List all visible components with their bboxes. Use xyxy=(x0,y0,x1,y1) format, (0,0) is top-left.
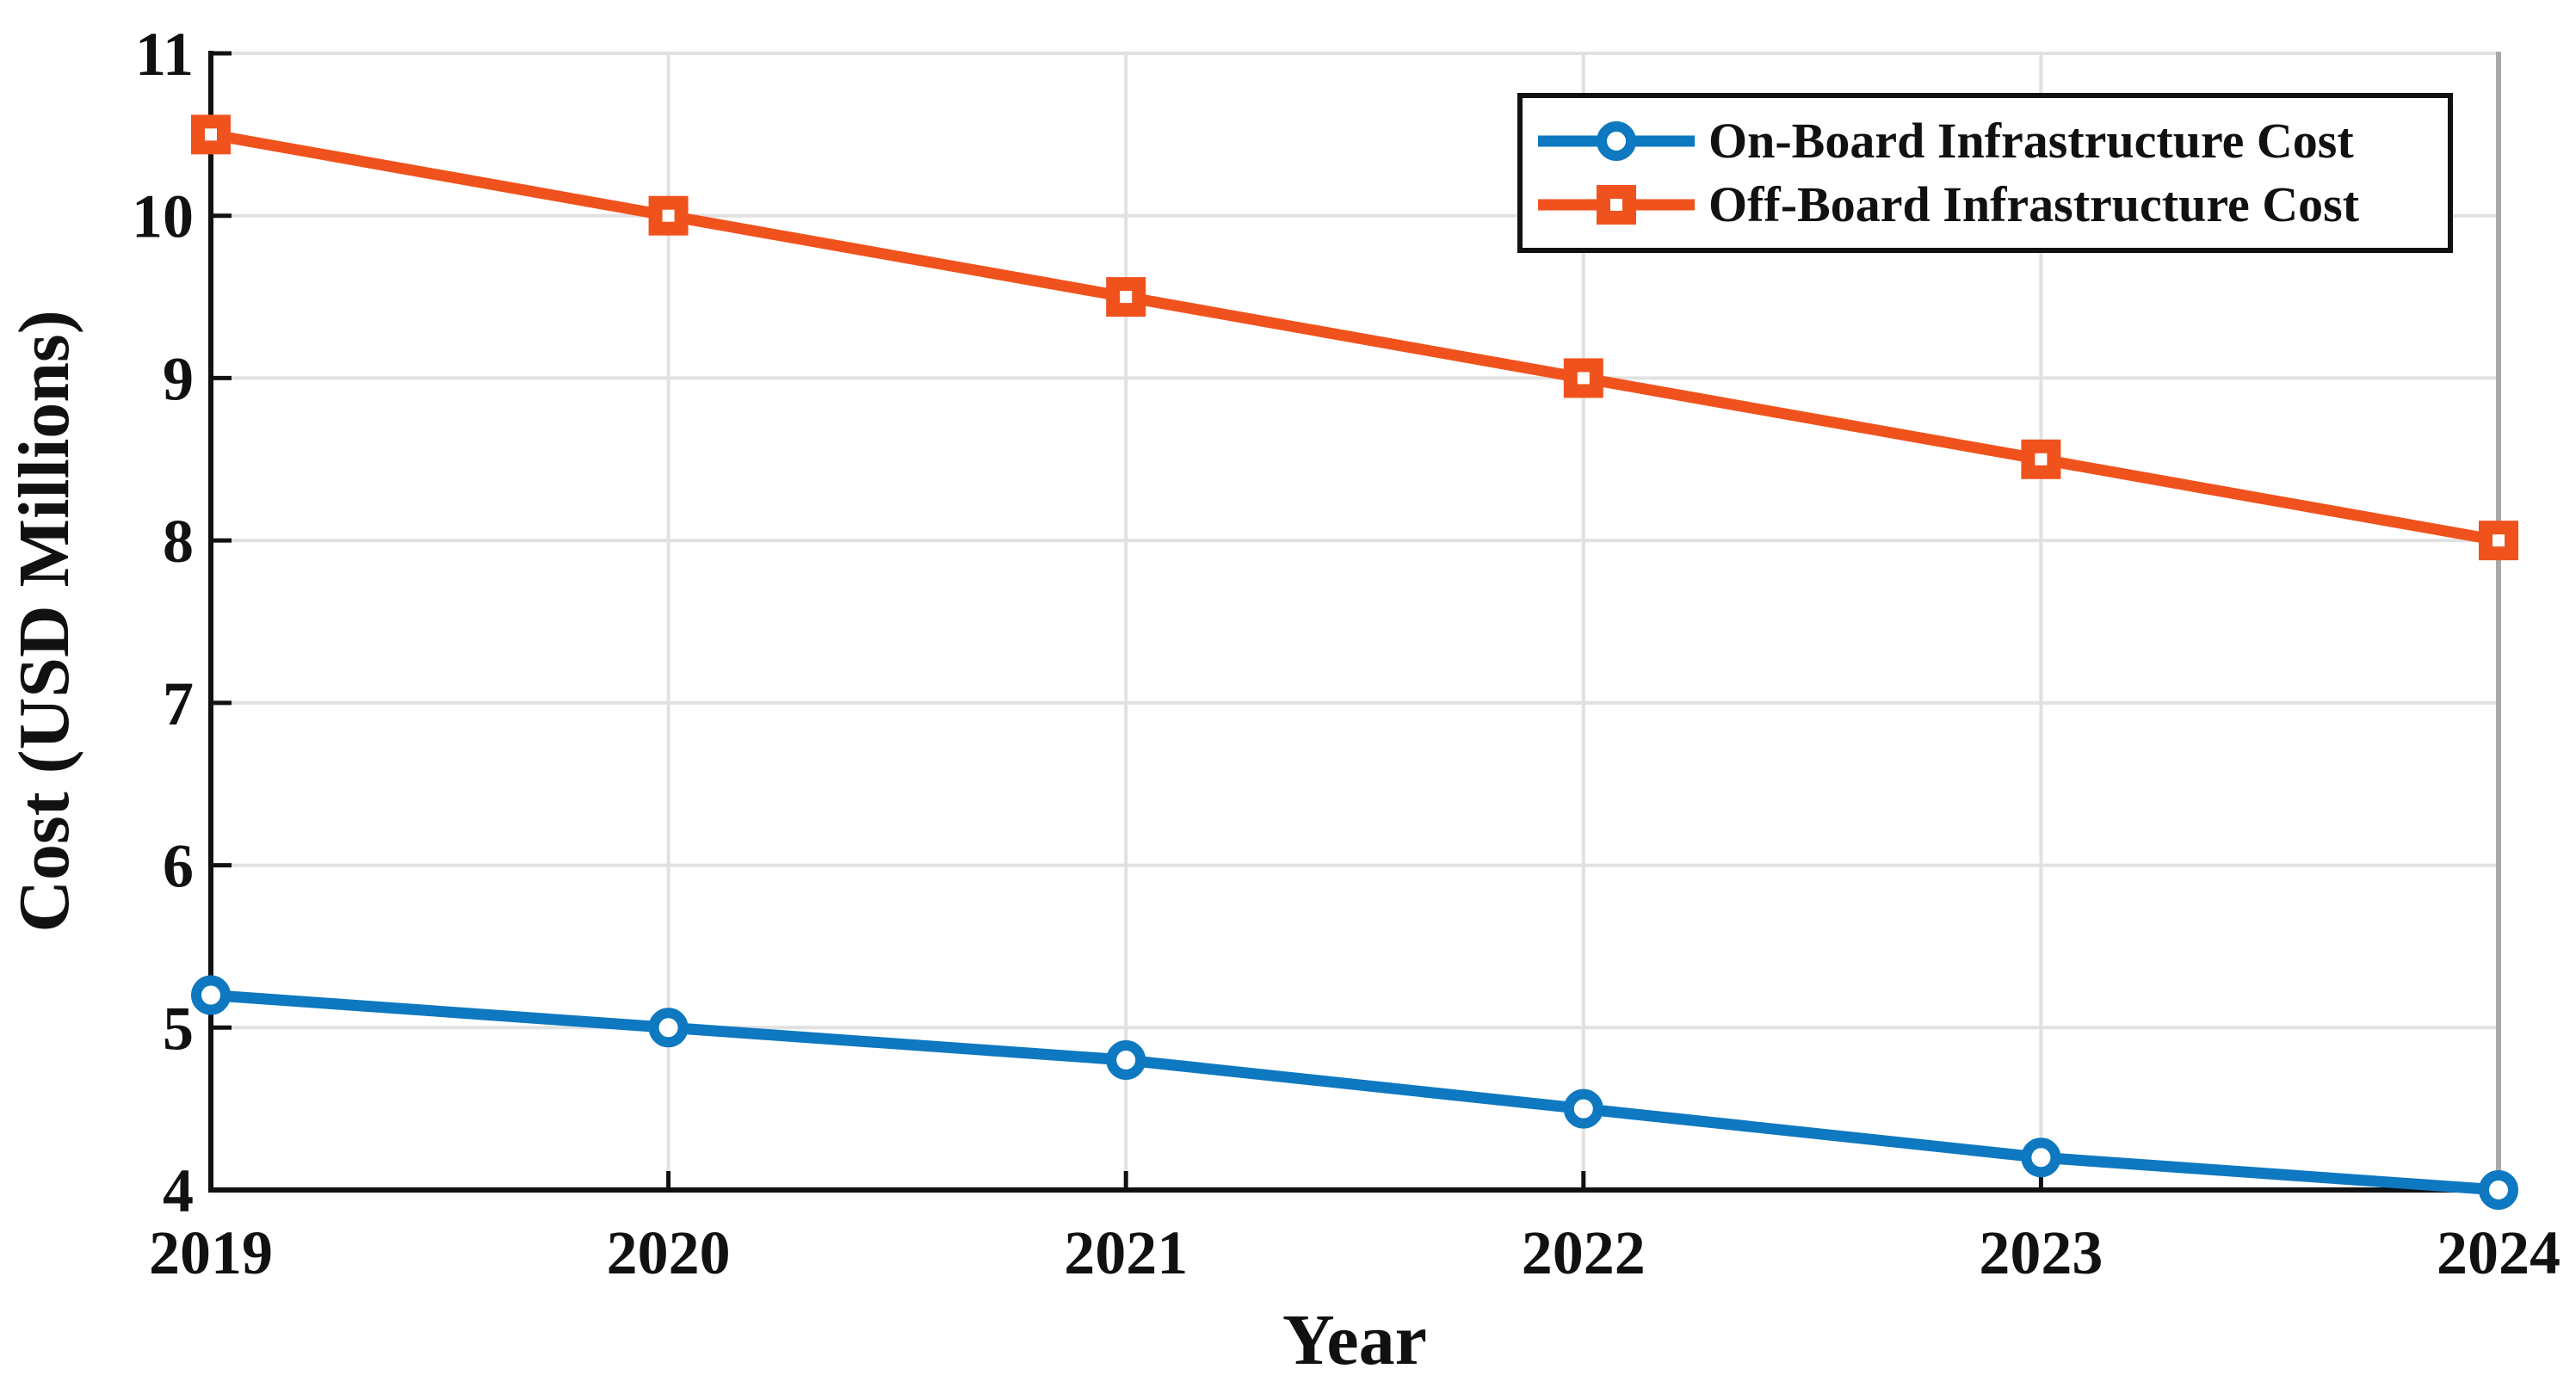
legend-label-offboard: Off-Board Infrastructure Cost xyxy=(1708,176,2360,233)
y-tick-label: 4 xyxy=(163,1156,194,1225)
y-tick-label: 5 xyxy=(163,994,194,1063)
x-tick-label: 2020 xyxy=(607,1218,731,1287)
x-tick-label: 2019 xyxy=(149,1218,273,1287)
y-tick-label: 8 xyxy=(163,507,194,576)
data-point-circle xyxy=(2479,1170,2518,1210)
legend: On-Board Infrastructure Cost Off-Board I… xyxy=(1517,93,2453,253)
data-point-circle xyxy=(2021,1137,2061,1178)
y-tick-label: 11 xyxy=(135,20,194,89)
legend-item-onboard: On-Board Infrastructure Cost xyxy=(1535,112,2441,169)
y-axis-title: Cost (USD Millions) xyxy=(4,310,84,933)
legend-marker xyxy=(1597,120,1636,161)
x-tick-label: 2024 xyxy=(2437,1218,2561,1287)
x-tick-label: 2023 xyxy=(1979,1218,2103,1287)
legend-line-square-sample xyxy=(1538,185,1695,225)
data-point-square xyxy=(191,114,231,155)
y-tick-label: 7 xyxy=(163,669,194,738)
legend-item-offboard: Off-Board Infrastructure Cost xyxy=(1535,180,2441,230)
data-point-circle xyxy=(1106,1040,1146,1081)
y-tick-label: 10 xyxy=(132,182,194,251)
data-point-circle xyxy=(648,1008,689,1048)
x-tick-label: 2021 xyxy=(1064,1218,1188,1287)
data-point-circle xyxy=(1563,1088,1603,1129)
data-point-square xyxy=(2021,439,2061,479)
legend-label-onboard: On-Board Infrastructure Cost xyxy=(1708,112,2354,169)
data-point-square xyxy=(1106,277,1146,318)
series-line xyxy=(205,128,2505,546)
data-point-circle xyxy=(191,975,231,1015)
series-line xyxy=(205,990,2505,1196)
y-tick-label: 9 xyxy=(163,344,194,413)
x-axis-title: Year xyxy=(1282,1300,1427,1380)
legend-marker xyxy=(1597,185,1636,225)
data-point-square xyxy=(2479,521,2518,561)
data-point-square xyxy=(648,195,689,236)
data-point-square xyxy=(1563,358,1603,398)
x-tick-label: 2022 xyxy=(1522,1218,1646,1287)
y-tick-label: 6 xyxy=(163,832,194,901)
legend-line-circle-sample xyxy=(1538,120,1695,161)
